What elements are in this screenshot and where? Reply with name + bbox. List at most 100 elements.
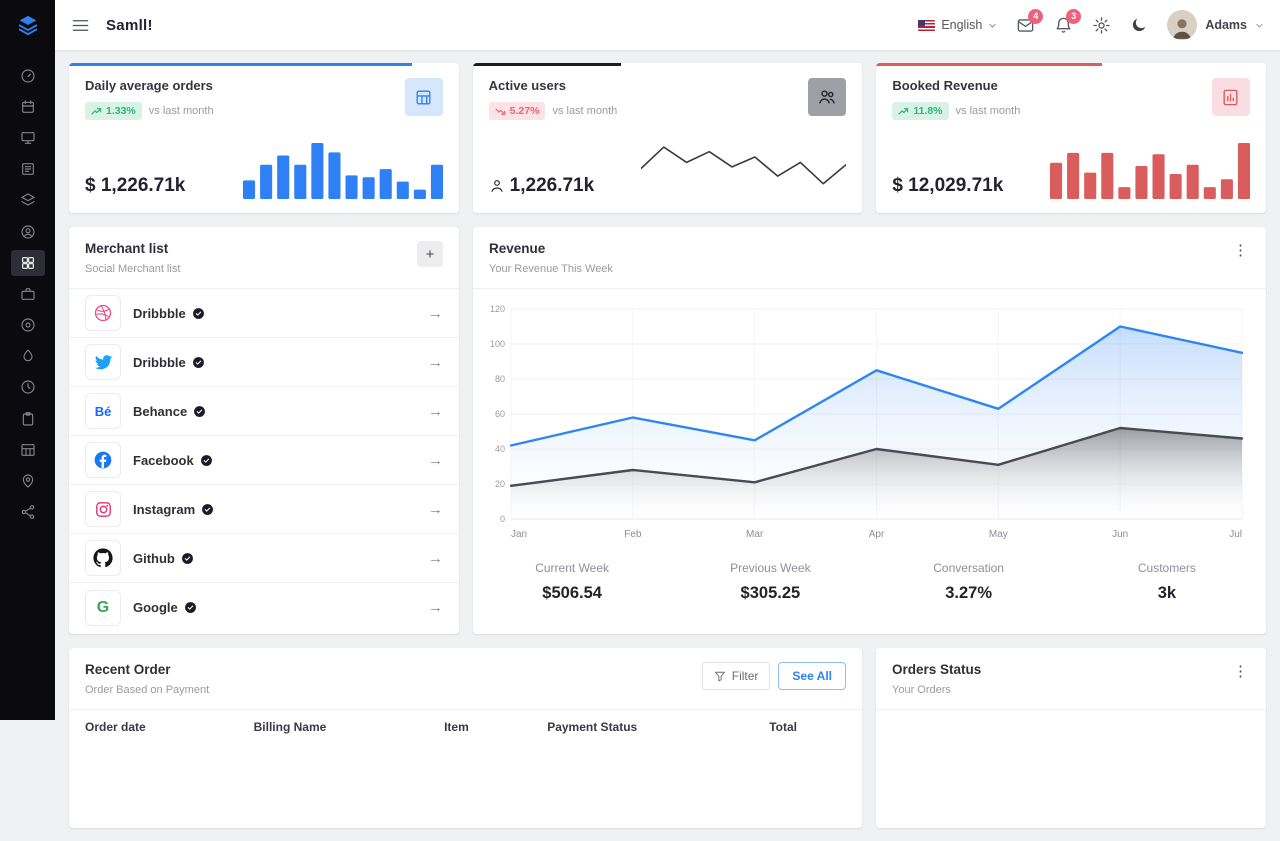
sidebar-item-map[interactable] [11,468,45,494]
settings-button[interactable] [1092,16,1111,35]
revenue-card-icon [1212,78,1250,116]
verified-icon [200,454,213,467]
revenue-stat-label: Conversation [870,561,1068,575]
column-header: Total [753,710,862,742]
instagram-icon [85,491,121,527]
mail-button[interactable]: 4 [1016,16,1035,35]
table-header-row: Order date Billing Name Item Payment Sta… [69,710,862,742]
stat-card-booked-revenue: Booked Revenue 11.8% vs last month $ 12,… [876,63,1266,213]
sidebar-item-dashboard[interactable] [11,63,45,89]
clipboard-icon [20,411,36,427]
user-menu[interactable]: Adams [1167,10,1264,40]
filter-button[interactable]: Filter [702,662,771,690]
merchant-name: Dribbble [133,306,205,321]
language-selector[interactable]: English [918,18,997,32]
chevron-down-icon [988,21,997,30]
moon-icon [1130,16,1148,34]
sidebar-item-briefcase[interactable] [11,281,45,307]
svg-text:20: 20 [495,479,505,489]
add-merchant-button[interactable]: + [417,241,443,267]
sidebar-item-calendar[interactable] [11,94,45,120]
orders-status-menu-button[interactable]: ⋮ [1231,662,1250,680]
sidebar-item-disc[interactable] [11,312,45,338]
dark-mode-button[interactable] [1130,16,1148,34]
delta-badge: 11.8% [892,102,948,120]
sidebar [0,0,55,720]
orders-status-title: Orders Status [892,662,981,677]
gear-icon [1092,16,1111,35]
trend-up-icon [91,106,102,117]
sidebar-item-clock[interactable] [11,374,45,400]
hamburger-menu-button[interactable] [71,16,90,35]
svg-text:May: May [989,529,1008,540]
notifications-badge: 3 [1066,9,1081,24]
delta-badge: 1.33% [85,102,142,120]
language-label: English [941,18,982,32]
arrow-right-icon[interactable]: → [428,550,443,567]
svg-text:Feb: Feb [624,529,642,540]
column-header: Payment Status [531,710,753,742]
sidebar-nav [11,60,45,528]
arrow-right-icon[interactable]: → [428,501,443,518]
verified-icon [193,405,206,418]
merchant-row-google[interactable]: G Google → [69,583,459,632]
merchant-row-instagram[interactable]: Instagram → [69,485,459,534]
arrow-right-icon[interactable]: → [428,354,443,371]
sidebar-item-clipboard[interactable] [11,406,45,432]
merchant-row-github[interactable]: Github → [69,534,459,583]
users-card-icon [808,78,846,116]
revenue-title: Revenue [489,241,613,256]
merchant-row-facebook[interactable]: Facebook → [69,436,459,485]
verified-icon [192,356,205,369]
svg-text:120: 120 [490,304,505,314]
sidebar-item-share[interactable] [11,499,45,525]
merchant-row-twitter[interactable]: Dribbble → [69,338,459,387]
sidebar-item-droplet[interactable] [11,343,45,369]
merchant-name: Github [133,551,194,566]
sidebar-item-table[interactable] [11,437,45,463]
arrow-right-icon[interactable]: → [428,452,443,469]
orders-sparkline-chart [243,143,443,199]
users-sparkline-chart [641,141,846,199]
arrow-right-icon[interactable]: → [428,599,443,616]
sidebar-item-monitor[interactable] [11,125,45,151]
app-logo[interactable] [0,0,55,50]
sidebar-item-account[interactable] [11,219,45,245]
share-icon [20,504,36,520]
orders-card-icon [405,78,443,116]
column-header: Order date [69,710,238,742]
trend-up-icon [898,106,909,117]
merchant-row-behance[interactable]: Bé Behance → [69,387,459,436]
stat-card-daily-orders: Daily average orders 1.33% vs last month… [69,63,459,213]
topbar: Samll! English 4 3 Adams [55,0,1280,50]
recent-order-table: Order date Billing Name Item Payment Sta… [69,710,862,742]
see-all-button[interactable]: See All [778,662,846,690]
chevron-down-icon [1255,21,1264,30]
bar-chart-doc-icon [1221,88,1240,107]
sidebar-item-layers[interactable] [11,187,45,213]
revenue-stat-label: Customers [1068,561,1266,575]
revenue-stat-label: Previous Week [671,561,869,575]
column-header: Billing Name [238,710,428,742]
svg-text:80: 80 [495,374,505,384]
merchant-list-card: Merchant list Social Merchant list + Dri… [69,227,459,634]
clock-icon [20,379,36,395]
merchant-name: Instagram [133,502,214,517]
sidebar-item-news[interactable] [11,156,45,182]
twitter-icon [85,344,121,380]
merchant-row-dribbble[interactable]: Dribbble → [69,289,459,338]
arrow-right-icon[interactable]: → [428,305,443,322]
merchant-name: Facebook [133,453,213,468]
revenue-menu-button[interactable]: ⋮ [1231,241,1250,259]
merchant-name: Dribbble [133,355,205,370]
revenue-stat-value: $506.54 [473,584,671,603]
svg-text:60: 60 [495,409,505,419]
stat-value: $ 1,226.71k [85,175,185,199]
sidebar-item-widgets-active[interactable] [11,250,45,276]
stat-card-active-users: Active users 5.27% vs last month [473,63,863,213]
arrow-right-icon[interactable]: → [428,403,443,420]
notifications-button[interactable]: 3 [1054,16,1073,35]
user-circle-icon [20,224,36,240]
svg-text:Jan: Jan [511,529,527,540]
